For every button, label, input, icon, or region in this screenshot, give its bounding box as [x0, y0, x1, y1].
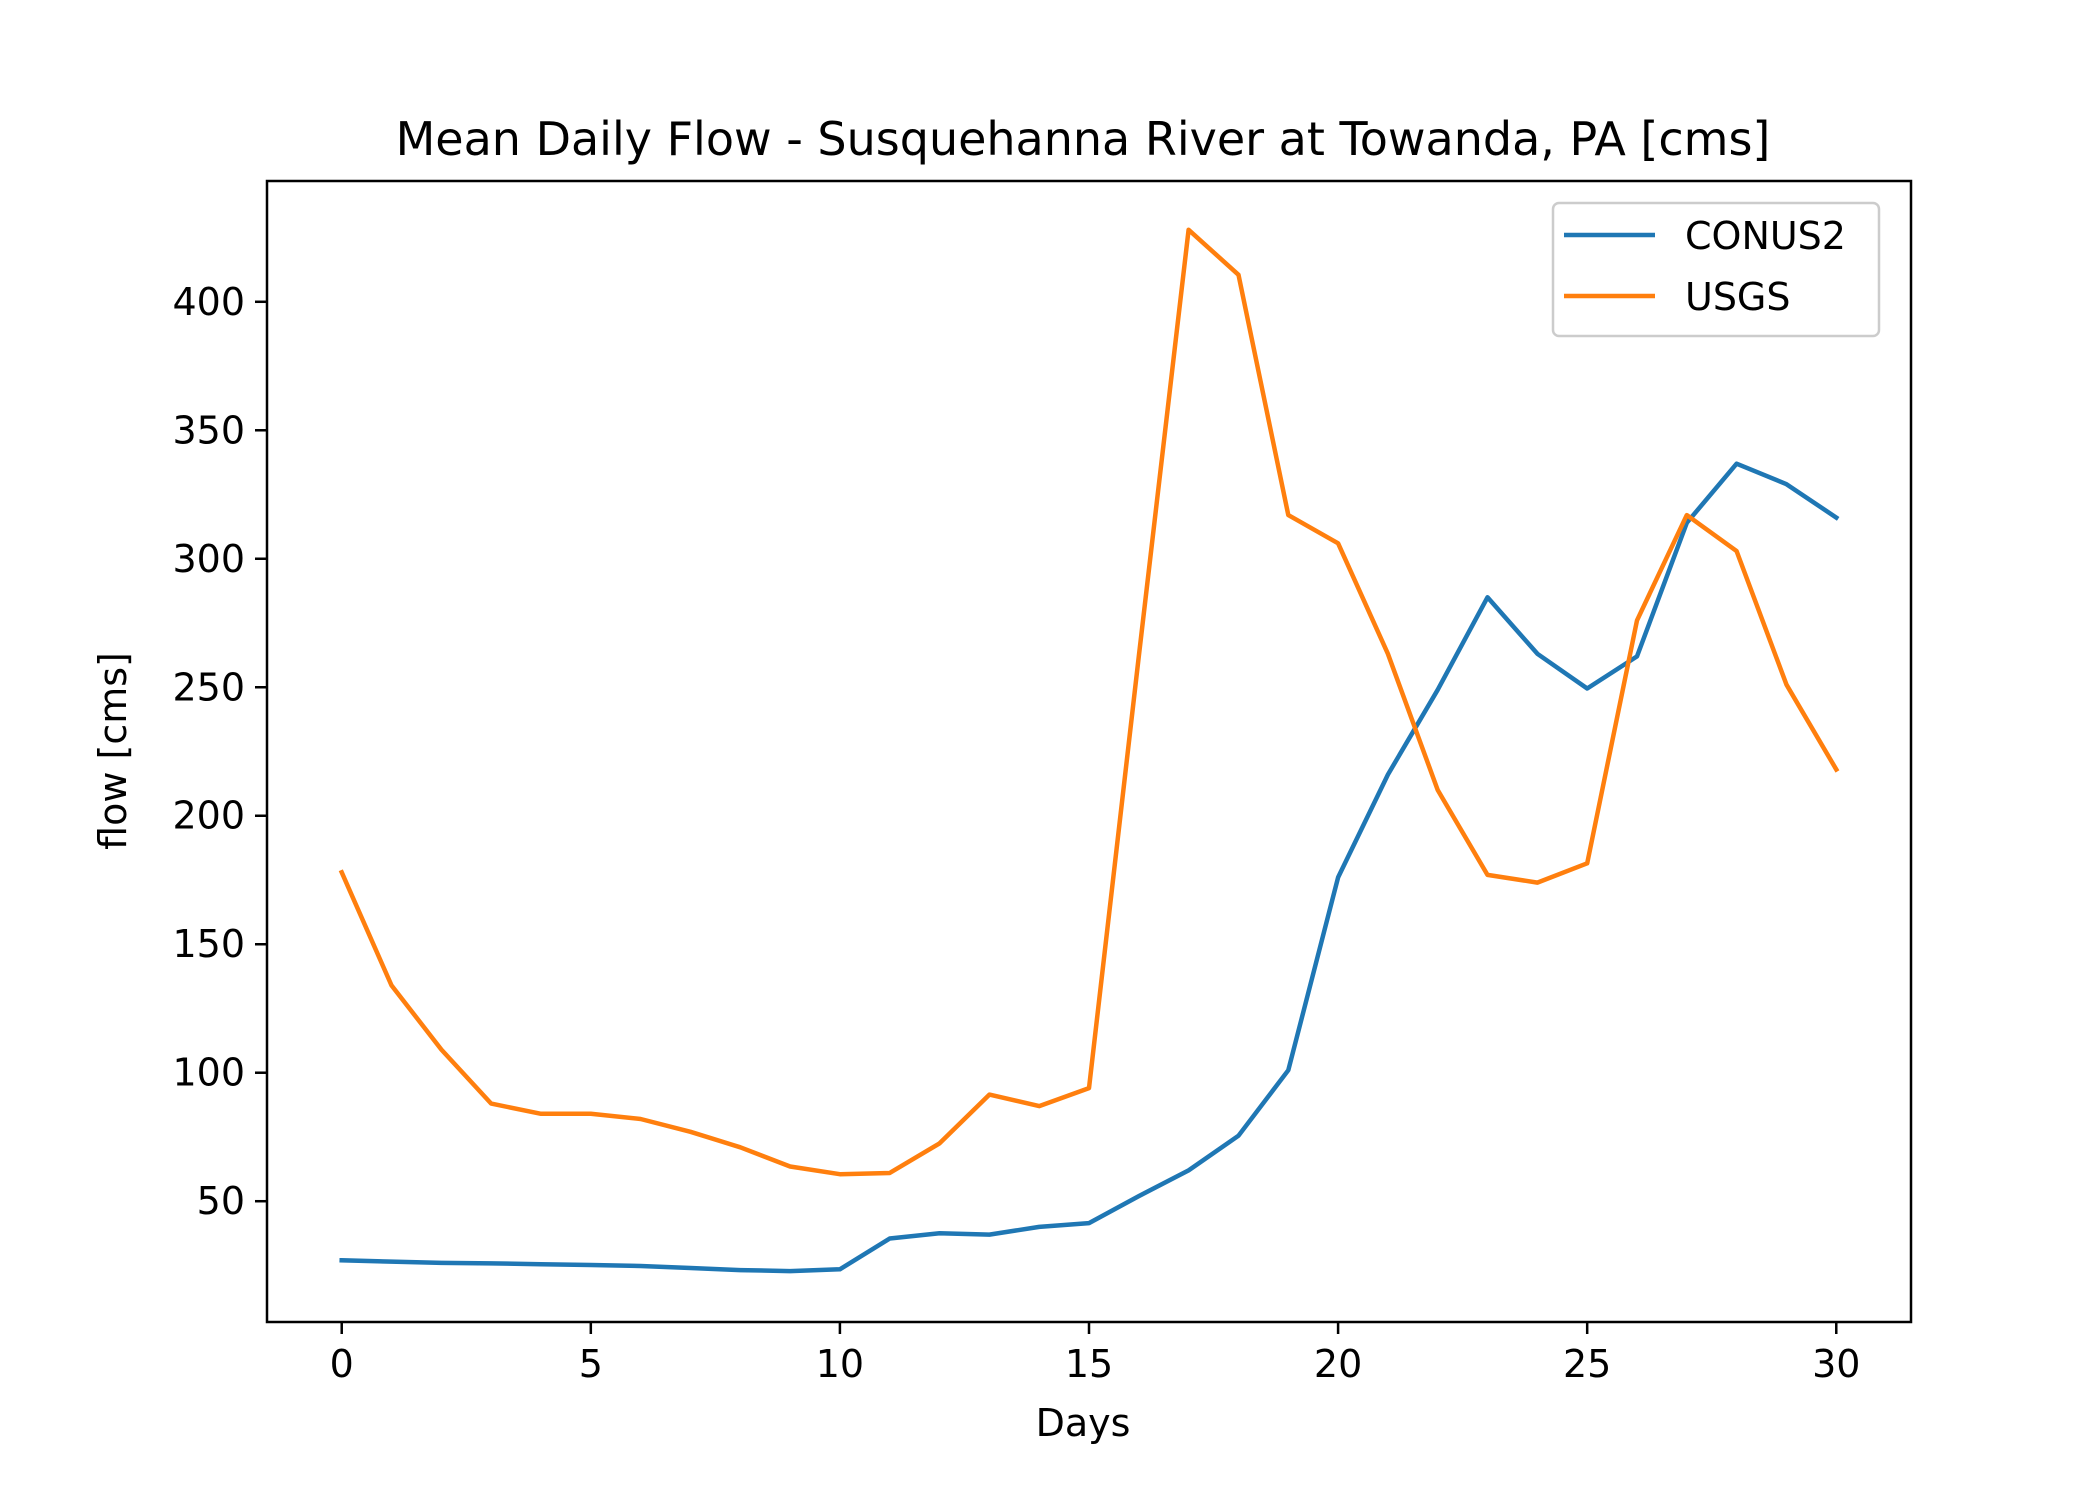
- chart-title: Mean Daily Flow - Susquehanna River at T…: [396, 112, 1771, 166]
- y-tick-label: 150: [172, 922, 245, 966]
- series-layer: [338, 227, 1840, 1274]
- legend-label-conus2: CONUS2: [1685, 214, 1846, 258]
- series-line-conus2: [339, 461, 1840, 1274]
- legend-label-usgs: USGS: [1685, 275, 1791, 319]
- x-axis-label: Days: [1036, 1401, 1131, 1445]
- x-tick-label: 25: [1563, 1342, 1611, 1386]
- x-tick-label: 20: [1314, 1342, 1362, 1386]
- series-line-usgs: [338, 227, 1840, 1177]
- y-axis-label: flow [cms]: [91, 652, 135, 850]
- legend: CONUS2 USGS: [1551, 201, 1881, 338]
- y-tick-label: 50: [197, 1179, 245, 1223]
- x-tick-label: 30: [1812, 1342, 1860, 1386]
- y-tick-label: 100: [172, 1051, 245, 1095]
- y-tick-label: 300: [172, 537, 245, 581]
- x-tick-label: 5: [579, 1342, 603, 1386]
- y-axis: 50 100 150 200 250 300 350 400: [172, 280, 267, 1223]
- x-tick-label: 10: [816, 1342, 864, 1386]
- y-tick-label: 400: [172, 280, 245, 324]
- x-tick-label: 15: [1065, 1342, 1113, 1386]
- x-tick-label: 0: [330, 1342, 354, 1386]
- x-axis: 0 5 10 15 20 25 30: [330, 1322, 1860, 1386]
- y-tick-label: 350: [172, 408, 245, 452]
- y-tick-label: 250: [172, 665, 245, 709]
- y-tick-label: 200: [172, 794, 245, 838]
